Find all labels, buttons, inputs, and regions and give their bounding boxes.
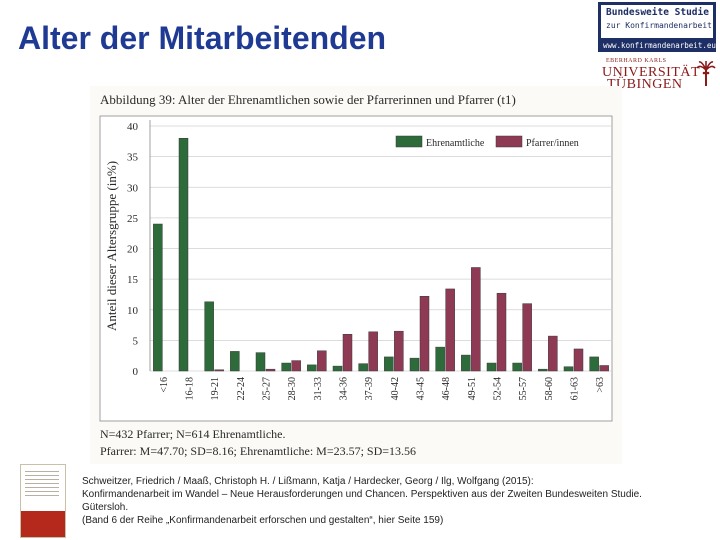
chart-note-stats: Pfarrer: M=47.70; SD=8.16; Ehrenamtliche… — [100, 444, 416, 458]
bar-ehrenamtliche-1 — [178, 138, 189, 372]
bar-pfarrer-15 — [548, 335, 558, 372]
study-logo-subtitle: zur Konfirmandenarbeit — [606, 21, 712, 30]
chart-legend: Ehrenamtliche Pfarrer/innen — [395, 135, 579, 149]
x-tick-label: 52-54 — [493, 377, 504, 400]
study-logo[interactable]: Bundesweite Studie zur Konfirmandenarbei… — [598, 2, 716, 52]
x-tick-label: 31-33 — [313, 377, 324, 400]
x-tick-label: 25-27 — [262, 377, 273, 400]
plot-frame — [99, 115, 613, 422]
bar-ehrenamtliche-5 — [281, 362, 291, 372]
bar-pfarrer-8 — [368, 331, 378, 372]
palm-tree-icon — [696, 61, 716, 86]
citation-line: Gütersloh. — [82, 502, 129, 513]
book-cover-image — [20, 464, 66, 538]
bar-pfarrer-17 — [599, 365, 609, 372]
y-axis-ticks: 0 5 10 15 20 25 30 35 40 — [127, 121, 139, 378]
bar-ehrenamtliche-8 — [358, 363, 368, 372]
study-logo-url: www.konfirmandenarbeit.eu — [603, 41, 716, 50]
y-tick-label: 35 — [127, 152, 139, 164]
bar-pfarrer-4 — [265, 368, 276, 372]
bar-ehrenamtliche-15 — [538, 368, 548, 372]
bar-pfarrer-11 — [445, 288, 455, 372]
bar-ehrenamtliche-11 — [435, 346, 445, 372]
study-logo-title: Bundesweite Studie — [606, 7, 709, 18]
x-tick-label: 16-18 — [185, 377, 196, 400]
legend-swatch-pfarrer — [495, 135, 523, 148]
university-logo-small: EBERHARD KARLS — [606, 58, 667, 64]
bar-pfarrer-16 — [573, 348, 584, 372]
y-tick-label: 10 — [127, 305, 139, 317]
x-tick-label: 28-30 — [287, 377, 298, 400]
bar-pfarrer-9 — [394, 330, 404, 372]
y-tick-label: 25 — [127, 213, 139, 225]
y-axis-label: Anteil dieser Altersgruppe (in%) — [104, 161, 119, 331]
bar-ehrenamtliche-12 — [461, 354, 471, 372]
bar-ehrenamtliche-17 — [589, 356, 599, 372]
x-tick-label: 55-57 — [518, 377, 529, 400]
slide-title: Alter der Mitarbeitenden — [18, 20, 387, 56]
x-axis-ticks: <16 16-18 19-21 22-24 25-27 28-30 31-33 34-36 37… — [159, 377, 606, 400]
bar-ehrenamtliche-16 — [563, 366, 574, 372]
y-tick-label: 5 — [133, 335, 139, 347]
x-tick-label: 49-51 — [467, 377, 478, 400]
legend-label-pfarrer: Pfarrer/innen — [526, 138, 579, 149]
university-logo-line2: TÜBINGEN — [607, 77, 683, 92]
chart-note-sample: N=432 Pfarrer; N=614 Ehrenamtliche. — [100, 427, 285, 441]
citation-line: Konfirmandenarbeit im Wandel – Neue Hera… — [82, 489, 642, 500]
legend-swatch-ehrenamtliche — [395, 135, 423, 148]
y-tick-label: 15 — [127, 274, 139, 286]
book-cover-band — [21, 511, 65, 537]
bar-ehrenamtliche-10 — [409, 357, 420, 372]
x-tick-label: 19-21 — [210, 377, 221, 400]
study-logo-panel: Bundesweite Studie zur Konfirmandenarbei… — [601, 5, 713, 38]
citation: Schweitzer, Friedrich / Maaß, Christoph … — [82, 475, 712, 527]
x-tick-label: 34-36 — [339, 377, 350, 400]
bar-series — [153, 138, 609, 372]
chart-title: Abbildung 39: Alter der Ehrenamtlichen s… — [100, 92, 516, 107]
bar-ehrenamtliche-3 — [230, 351, 240, 372]
x-tick-label: 61-63 — [570, 377, 581, 400]
citation-line: Schweitzer, Friedrich / Maaß, Christoph … — [82, 476, 534, 487]
legend-label-ehrenamtliche: Ehrenamtliche — [426, 138, 485, 149]
bar-pfarrer-14 — [522, 303, 532, 372]
bar-ehrenamtliche-13 — [486, 362, 497, 372]
bar-pfarrer-12 — [471, 267, 481, 372]
x-tick-label: 22-24 — [236, 377, 247, 400]
x-tick-label: 46-48 — [441, 377, 452, 400]
bar-ehrenamtliche-7 — [332, 365, 343, 372]
bar-pfarrer-10 — [419, 296, 430, 372]
y-tick-label: 0 — [133, 366, 139, 378]
bar-ehrenamtliche-6 — [307, 364, 317, 372]
bar-pfarrer-2 — [214, 369, 224, 372]
grid-lines — [149, 120, 612, 372]
bar-ehrenamtliche-0 — [153, 223, 163, 372]
bar-pfarrer-6 — [317, 350, 327, 372]
x-tick-label: <16 — [159, 377, 170, 393]
chart-panel: Abbildung 39: Alter der Ehrenamtlichen s… — [90, 86, 622, 464]
bar-pfarrer-13 — [496, 292, 507, 372]
bar-pfarrer-5 — [291, 360, 301, 372]
university-logo-line1: UNIVERSITÄT — [602, 65, 701, 80]
x-tick-label: 58-60 — [544, 377, 555, 400]
citation-line: (Band 6 der Reihe „Konfirmandenarbeit er… — [82, 515, 444, 526]
y-tick-label: 20 — [127, 244, 139, 256]
bar-ehrenamtliche-4 — [255, 352, 266, 372]
x-tick-label: >63 — [595, 377, 606, 393]
x-tick-label: 37-39 — [364, 377, 375, 400]
x-tick-label: 43-45 — [416, 377, 427, 400]
book-cover-text — [25, 471, 59, 499]
bar-pfarrer-7 — [342, 334, 353, 372]
x-tick-label: 40-42 — [390, 377, 401, 400]
bar-ehrenamtliche-2 — [204, 301, 214, 372]
y-tick-label: 30 — [127, 182, 139, 194]
bar-chart: Abbildung 39: Alter der Ehrenamtlichen s… — [99, 92, 613, 458]
bar-ehrenamtliche-9 — [384, 356, 394, 372]
bar-ehrenamtliche-14 — [512, 362, 522, 372]
y-tick-label: 40 — [127, 121, 139, 133]
